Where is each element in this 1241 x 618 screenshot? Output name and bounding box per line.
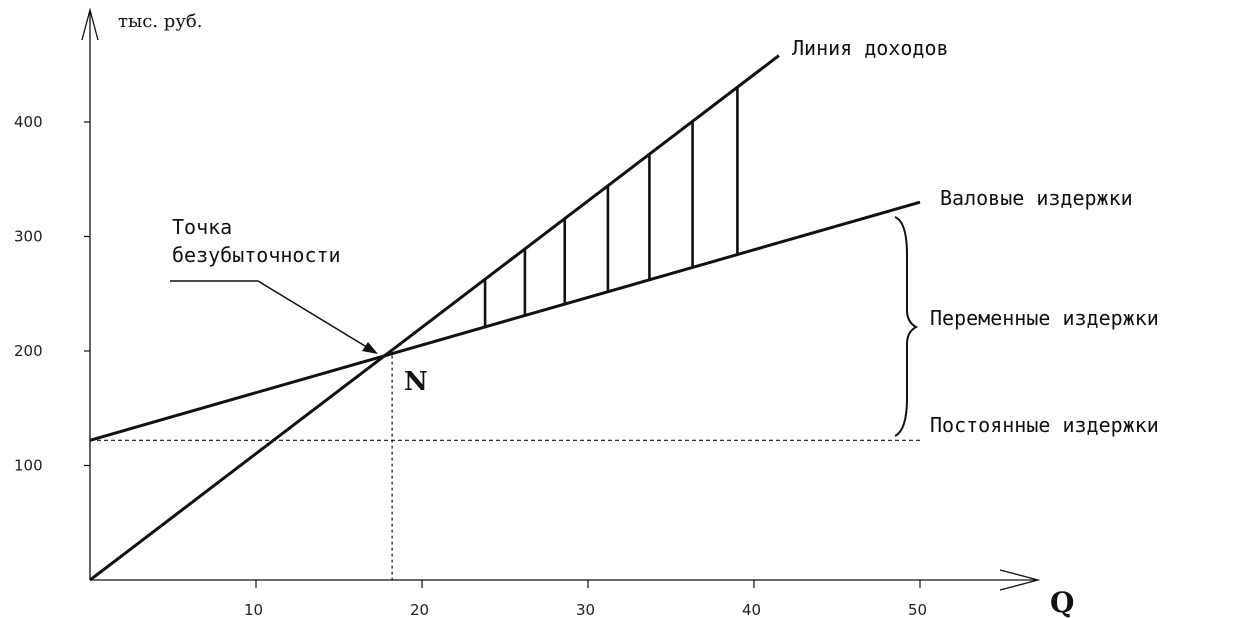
profit-area-hatching [483, 87, 739, 327]
x-tick-label: 30 [576, 601, 595, 618]
break-even-label-line-1: Точка [172, 215, 232, 239]
break-even-point-label: N [404, 367, 428, 397]
y-tick-label: 400 [14, 113, 43, 131]
y-tick-label: 100 [14, 457, 43, 475]
x-axis-label: Q [1050, 586, 1074, 618]
x-tick-label: 50 [908, 601, 927, 618]
x-tick-label: 20 [410, 601, 429, 618]
series-label-gross-costs: Валовые издержки [940, 186, 1133, 210]
dashed-guides [90, 355, 920, 580]
series-label-revenue: Линия доходов [792, 36, 949, 60]
x-axis-arrowhead [999, 569, 1041, 591]
break-even-pointer-arrowhead [362, 342, 378, 354]
series-label-fixed-costs: Постоянные издержки [930, 413, 1159, 437]
x-tick-label: 10 [244, 601, 263, 618]
revenue-line [89, 54, 780, 582]
annotations: тыс. руб. Q N Точка безубыточности Линия… [118, 11, 1159, 618]
axis-ticks: 10 20 30 40 50 100 200 300 400 [14, 113, 927, 618]
brace-label-variable-costs: Переменные издержки [930, 306, 1159, 330]
axes [81, 7, 1041, 591]
break-even-pointer-line [170, 280, 371, 350]
y-tick-label: 300 [14, 228, 43, 246]
y-unit-label: тыс. руб. [118, 11, 202, 32]
y-axis-arrowhead [81, 7, 99, 41]
gross-costs-line [89, 200, 921, 442]
variable-costs-brace [894, 216, 919, 437]
y-tick-label: 200 [14, 342, 43, 360]
x-tick-label: 40 [742, 601, 761, 618]
break-even-label-line-2: безубыточности [172, 243, 341, 267]
series-lines [89, 54, 921, 582]
